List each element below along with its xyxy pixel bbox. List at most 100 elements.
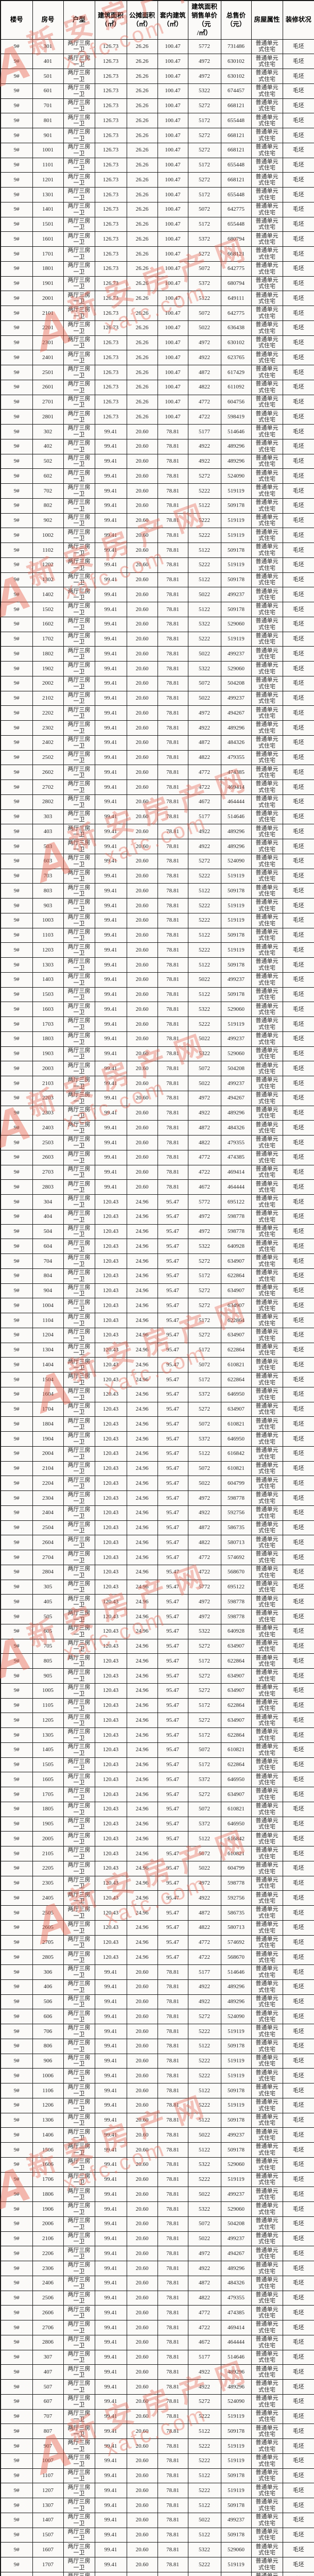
cell-property: 普通单元式住宅 xyxy=(251,2349,283,2365)
cell-property: 普通单元式住宅 xyxy=(251,2142,283,2158)
cell-unit-price: 4922 xyxy=(187,839,221,854)
cell-unit-type: 两厅三房一卫 xyxy=(63,187,95,202)
cell-room: 2401 xyxy=(32,350,64,365)
cell-building: 9# xyxy=(0,1239,33,1254)
table-row: 9# 1207 两厅三房一卫 99.41 20.60 78.81 5222 519119 普通单… xyxy=(0,2483,314,2498)
cell-shared-area: 24.96 xyxy=(126,1283,158,1299)
cell-shared-area: 20.60 xyxy=(126,424,158,439)
cell-area: 99.41 xyxy=(94,765,127,780)
cell-total-price: 649111 xyxy=(220,291,252,306)
cell-building: 9# xyxy=(0,320,33,336)
table-row: 9# 605 两厅三房一卫 120.43 24.96 95.47 5322 640928 普通单… xyxy=(0,1623,314,1639)
cell-decoration: 毛坯 xyxy=(282,128,314,143)
cell-room: 1305 xyxy=(32,1727,64,1743)
cell-property: 普通单元式住宅 xyxy=(251,1742,283,1758)
cell-decoration: 毛坯 xyxy=(282,1164,314,1180)
cell-building: 9# xyxy=(0,335,33,351)
cell-room: 2605 xyxy=(32,1920,64,1936)
cell-shared-area: 20.60 xyxy=(126,957,158,973)
cell-inner-area: 78.81 xyxy=(157,2557,188,2572)
cell-unit-type: 两厅三房一卫 xyxy=(63,1431,95,1447)
cell-property: 普通单元式住宅 xyxy=(251,2112,283,2128)
cell-inner-area: 100.47 xyxy=(157,350,188,365)
cell-property: 普通单元式住宅 xyxy=(251,1179,283,1195)
cell-unit-price: 5322 xyxy=(187,616,221,632)
cell-unit-price: 5222 xyxy=(187,2409,221,2425)
cell-decoration: 毛坯 xyxy=(282,69,314,84)
cell-inner-area: 95.47 xyxy=(157,1698,188,1714)
cell-decoration: 毛坯 xyxy=(282,1979,314,1995)
cell-shared-area: 20.60 xyxy=(126,528,158,543)
cell-unit-price: 5072 xyxy=(187,1357,221,1372)
cell-inner-area: 78.81 xyxy=(157,2246,188,2261)
cell-inner-area: 78.81 xyxy=(157,839,188,854)
cell-property: 普通单元式住宅 xyxy=(251,1076,283,1091)
cell-building: 9# xyxy=(0,661,33,676)
cell-room: 1001 xyxy=(32,142,64,158)
cell-building: 9# xyxy=(0,2379,33,2395)
cell-inner-area: 100.47 xyxy=(157,172,188,188)
cell-property: 普通单元式住宅 xyxy=(251,1594,283,1609)
cell-unit-type: 两厅三房一卫 xyxy=(63,306,95,321)
cell-room: 602 xyxy=(32,468,64,484)
cell-property: 普通单元式住宅 xyxy=(251,1816,283,1832)
cell-unit-type: 两厅三房一卫 xyxy=(63,2009,95,2024)
cell-unit-price: 5177 xyxy=(187,809,221,825)
table-row: 9# 2405 两厅三房一卫 120.43 24.96 95.47 4922 592756 普通… xyxy=(0,1890,314,1906)
cell-shared-area: 20.60 xyxy=(126,720,158,736)
cell-area: 120.43 xyxy=(94,1283,127,1299)
cell-property: 普通单元式住宅 xyxy=(251,1905,283,1921)
cell-inner-area: 95.47 xyxy=(157,1846,188,1861)
cell-unit-type: 两厅三房一卫 xyxy=(63,1283,95,1299)
cell-decoration: 毛坯 xyxy=(282,616,314,632)
col-total-price: 总售价 （元） xyxy=(220,0,252,40)
cell-room: 2001 xyxy=(32,291,64,306)
cell-total-price: 655448 xyxy=(220,216,252,232)
cell-inner-area: 78.81 xyxy=(157,528,188,543)
cell-total-price: 509178 xyxy=(220,543,252,558)
table-row: 9# 1607 两厅三房一卫 99.41 20.60 78.81 5322 529060 普通单… xyxy=(0,2542,314,2557)
cell-inner-area: 78.81 xyxy=(157,927,188,943)
cell-unit-price: 5272 xyxy=(187,1668,221,1684)
cell-decoration: 毛坯 xyxy=(282,675,314,691)
table-row: 9# 601 两厅三房一卫 126.73 26.26 100.47 5322 674457 普通… xyxy=(0,83,314,99)
cell-unit-type: 两厅三房一卫 xyxy=(63,1550,95,1565)
cell-shared-area: 20.60 xyxy=(126,631,158,647)
cell-decoration: 毛坯 xyxy=(282,1283,314,1299)
cell-area: 120.43 xyxy=(94,1239,127,1254)
cell-room: 1905 xyxy=(32,1816,64,1832)
cell-building: 9# xyxy=(0,350,33,365)
cell-shared-area: 20.60 xyxy=(126,2394,158,2410)
cell-decoration: 毛坯 xyxy=(282,1313,314,1328)
cell-room: 306 xyxy=(32,1964,64,1980)
cell-room: 2402 xyxy=(32,735,64,751)
table-row: 9# 2106 两厅三房一卫 99.41 20.60 78.81 5022 499237 普通单… xyxy=(0,2231,314,2247)
cell-unit-type: 两厅三房一卫 xyxy=(63,1476,95,1491)
cell-decoration: 毛坯 xyxy=(282,2320,314,2335)
cell-unit-price: 4872 xyxy=(187,735,221,751)
cell-building: 9# xyxy=(0,187,33,202)
cell-building: 9# xyxy=(0,2527,33,2543)
cell-total-price: 598778 xyxy=(220,1609,252,1624)
cell-decoration: 毛坯 xyxy=(282,912,314,928)
cell-property: 普通单元式住宅 xyxy=(251,335,283,351)
cell-total-price: 509178 xyxy=(220,2112,252,2128)
cell-decoration: 毛坯 xyxy=(282,543,314,558)
cell-unit-type: 两厅三房一卫 xyxy=(63,2246,95,2261)
cell-decoration: 毛坯 xyxy=(282,2112,314,2128)
cell-area: 120.43 xyxy=(94,1668,127,1684)
cell-shared-area: 20.60 xyxy=(126,705,158,721)
cell-unit-type: 两厅三房一卫 xyxy=(63,1860,95,1876)
cell-decoration: 毛坯 xyxy=(282,1757,314,1773)
table-row: 9# 1102 两厅三房一卫 99.41 20.60 78.81 5122 509178 普通单… xyxy=(0,543,314,558)
table-row: 9# 604 两厅三房一卫 120.43 24.96 95.47 5322 640928 普通单… xyxy=(0,1239,314,1254)
cell-property: 普通单元式住宅 xyxy=(251,1194,283,1210)
table-row: 9# 2806 两厅三房一卫 99.41 20.60 78.81 4672 464444 普通单… xyxy=(0,2334,314,2350)
cell-unit-price: 5177 xyxy=(187,424,221,439)
cell-shared-area: 20.60 xyxy=(126,2024,158,2039)
cell-building: 9# xyxy=(0,2364,33,2380)
cell-property: 普通单元式住宅 xyxy=(251,2038,283,2054)
cell-building: 9# xyxy=(0,1860,33,1876)
cell-area: 120.43 xyxy=(94,1757,127,1773)
cell-total-price: 464444 xyxy=(220,794,252,810)
